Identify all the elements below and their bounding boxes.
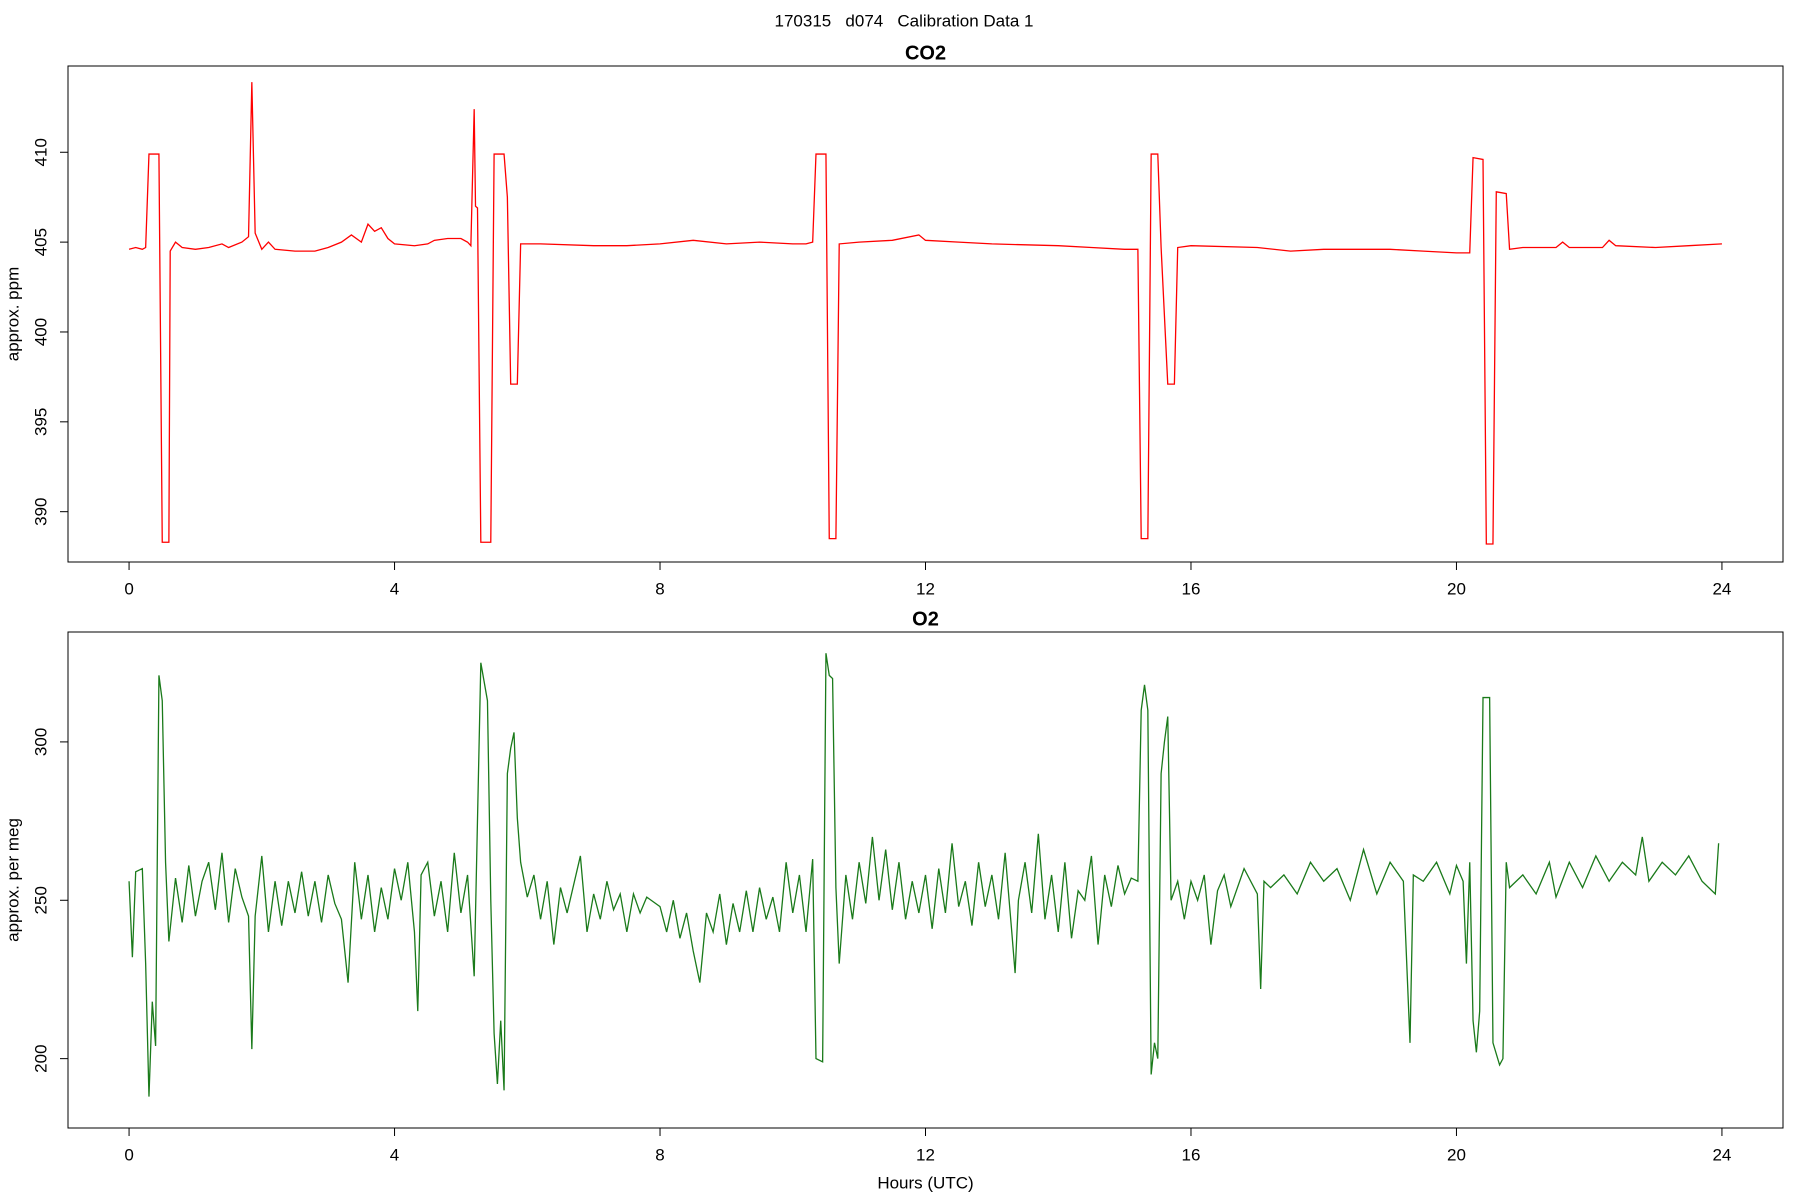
x-axis-label: Hours (UTC): [877, 1173, 973, 1192]
y-axis-label: approx. ppm: [3, 267, 22, 362]
x-tick-label: 0: [124, 1145, 133, 1164]
x-tick-label: 24: [1712, 1145, 1731, 1164]
panel-title: CO2: [905, 42, 946, 64]
plot-frame: [67, 65, 1784, 563]
x-tick-label: 20: [1447, 1145, 1466, 1164]
x-tick-label: 0: [124, 579, 133, 598]
y-tick-label: 405: [31, 228, 50, 256]
x-tick-label: 8: [655, 1145, 664, 1164]
y-tick-label: 390: [31, 497, 50, 525]
y-tick-label: 300: [31, 728, 50, 756]
y-axis-label: approx. per meg: [3, 818, 22, 942]
y-tick-label: 200: [31, 1044, 50, 1072]
x-tick-label: 8: [655, 579, 664, 598]
y-tick-label: 250: [31, 886, 50, 914]
x-tick-label: 12: [916, 579, 935, 598]
y-tick-label: 410: [31, 138, 50, 166]
x-tick-label: 12: [916, 1145, 935, 1164]
x-tick-label: 24: [1712, 579, 1731, 598]
x-tick-label: 4: [390, 1145, 399, 1164]
y-tick-label: 395: [31, 408, 50, 436]
figure-title: 170315 d074 Calibration Data 1: [775, 11, 1034, 30]
panel-title: O2: [912, 608, 939, 630]
data-line: [128, 82, 1722, 545]
x-tick-label: 16: [1182, 579, 1201, 598]
x-tick-label: 4: [390, 579, 399, 598]
x-tick-label: 16: [1182, 1145, 1201, 1164]
x-tick-label: 20: [1447, 579, 1466, 598]
y-tick-label: 400: [31, 318, 50, 346]
data-line: [128, 653, 1720, 1097]
